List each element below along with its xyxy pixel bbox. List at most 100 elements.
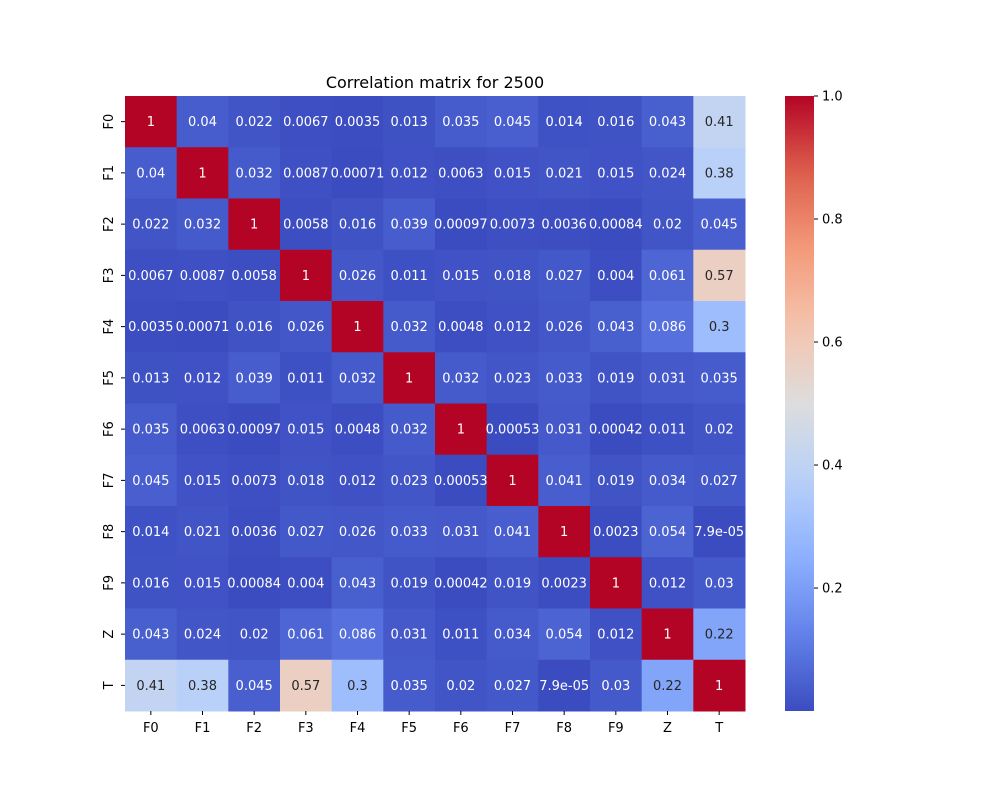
colorbar-tick-label: 0.6 [822, 336, 843, 351]
cell-annotation: 0.032 [184, 218, 221, 233]
heatmap-cell [383, 198, 436, 251]
heatmap-cell [641, 352, 694, 404]
cell-annotation: 0.00042 [434, 576, 488, 591]
heatmap-cell [176, 352, 229, 404]
cell-annotation: 7.9e-05 [694, 525, 744, 540]
cell-annotation: 1 [560, 525, 568, 540]
cell-annotation: 0.0048 [335, 423, 381, 438]
heatmap-cell [590, 147, 643, 199]
heatmap-cell [435, 96, 488, 148]
heatmap-cell [228, 454, 281, 507]
heatmap-cell [641, 96, 694, 148]
cell-annotation: 0.016 [236, 320, 273, 335]
heatmap-cell [125, 403, 178, 456]
heatmap-cell [538, 659, 591, 712]
cell-annotation: 0.045 [236, 679, 273, 694]
cell-annotation: 0.043 [339, 576, 376, 591]
cell-annotation: 0.38 [188, 679, 217, 694]
x-tick-label: F8 [556, 721, 572, 736]
heatmap-cell [280, 506, 333, 558]
heatmap-cell [125, 198, 178, 251]
cell-annotation: 0.035 [701, 371, 738, 386]
cell-annotation: 0.043 [597, 320, 634, 335]
cell-annotation: 0.22 [653, 679, 682, 694]
heatmap-cell [693, 198, 746, 251]
cell-annotation: 0.019 [597, 371, 634, 386]
cell-annotation: 0.021 [184, 525, 221, 540]
heatmap-cell [176, 506, 229, 558]
heatmap-cell [641, 557, 694, 609]
cell-annotation: 0.011 [287, 371, 324, 386]
heatmap-cell [538, 608, 591, 661]
cell-annotation: 0.054 [649, 525, 686, 540]
cell-annotation: 0.0073 [231, 474, 277, 489]
heatmap-cell [280, 352, 333, 404]
heatmap-cell [486, 96, 539, 148]
cell-annotation: 0.012 [649, 576, 686, 591]
cell-annotation: 0.034 [494, 628, 531, 643]
heatmap-cell [383, 506, 436, 558]
cell-annotation: 0.011 [391, 269, 428, 284]
heatmap-cell [435, 301, 488, 353]
heatmap-cell [693, 608, 746, 661]
cell-annotation: 0.031 [391, 628, 428, 643]
cell-annotation: 0.0048 [438, 320, 484, 335]
cell-annotation: 0.034 [649, 474, 686, 489]
heatmap-cell [590, 301, 643, 353]
cell-annotation: 0.0063 [180, 423, 226, 438]
y-tick-label: Z [102, 630, 117, 639]
colorbar-tick-label: 0.8 [822, 213, 843, 228]
cell-annotation: 0.00053 [486, 423, 540, 438]
cell-annotation: 7.9e-05 [539, 679, 589, 694]
cell-annotation: 0.035 [132, 423, 169, 438]
cell-annotation: 0.021 [546, 166, 583, 181]
heatmap-cell [176, 96, 229, 148]
heatmap-cell [538, 506, 591, 558]
cell-annotation: 0.024 [184, 628, 221, 643]
cell-annotation: 1 [405, 371, 413, 386]
cell-annotation: 0.045 [494, 115, 531, 130]
heatmap-cell [280, 249, 333, 302]
cell-annotation: 1 [612, 576, 620, 591]
heatmap-cell [331, 557, 384, 609]
cell-annotation: 0.026 [339, 525, 376, 540]
heatmap-cell [486, 557, 539, 609]
heatmap-cell [486, 352, 539, 404]
heatmap-cell [590, 608, 643, 661]
heatmap-cell [280, 608, 333, 661]
cell-annotation: 0.033 [391, 525, 428, 540]
cell-annotation: 0.012 [391, 166, 428, 181]
heatmap-cell [435, 352, 488, 404]
heatmap-cell [590, 403, 643, 456]
x-tick-label: F9 [608, 721, 624, 736]
y-tick-label: F9 [102, 575, 117, 591]
cell-annotation: 0.019 [494, 576, 531, 591]
heatmap-cell [176, 608, 229, 661]
heatmap-cell [538, 147, 591, 199]
y-axis: F0 F1 F2 F3 F4 F5 F6 F7 F8 F9 Z T [102, 114, 125, 690]
heatmap-cell [383, 301, 436, 353]
y-tick-label: F0 [102, 114, 117, 130]
x-axis: F0 F1 F2 F3 F4 F5 F6 F7 F8 F9 Z T [143, 711, 723, 736]
heatmap-cell [280, 301, 333, 353]
cell-annotation: 0.032 [339, 371, 376, 386]
cell-annotation: 0.024 [649, 166, 686, 181]
heatmap-cell [435, 659, 488, 712]
heatmap-cell [590, 96, 643, 148]
cell-annotation: 0.039 [236, 371, 273, 386]
heatmap-cell [693, 659, 746, 712]
x-tick-label: F0 [143, 721, 159, 736]
heatmap-cell [641, 147, 694, 199]
x-tick-label: Z [663, 721, 672, 736]
colorbar-tick-label: 0.2 [822, 582, 843, 597]
cell-annotation: 0.032 [236, 166, 273, 181]
y-tick-label: F4 [102, 319, 117, 335]
cell-annotation: 0.0087 [180, 269, 226, 284]
heatmap-cell [435, 147, 488, 199]
cell-annotation: 0.012 [597, 628, 634, 643]
cell-annotation: 0.57 [705, 269, 734, 284]
cell-annotation: 0.012 [184, 371, 221, 386]
heatmap-cell [176, 403, 229, 456]
cell-annotation: 0.0063 [438, 166, 484, 181]
heatmap-cell [693, 403, 746, 456]
